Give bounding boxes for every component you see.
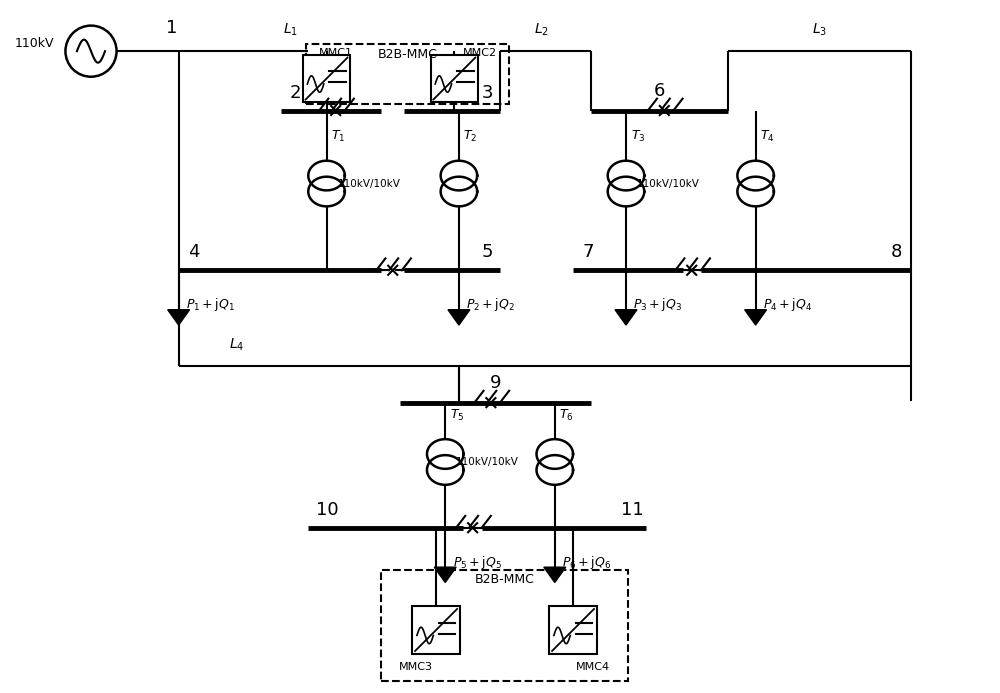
Text: 8: 8 bbox=[891, 243, 902, 261]
Polygon shape bbox=[745, 310, 767, 325]
Text: 2: 2 bbox=[290, 84, 302, 102]
Text: $P_1 + $j$Q_1$: $P_1 + $j$Q_1$ bbox=[186, 297, 235, 313]
Polygon shape bbox=[168, 310, 190, 325]
Text: $L_2$: $L_2$ bbox=[534, 22, 549, 38]
Bar bbox=[306, 44, 509, 104]
Text: MMC1: MMC1 bbox=[319, 48, 353, 58]
Text: MMC2: MMC2 bbox=[463, 48, 497, 58]
Text: $L_4$: $L_4$ bbox=[229, 337, 244, 353]
Bar bbox=[549, 606, 597, 653]
Text: 6: 6 bbox=[654, 82, 665, 100]
Text: $P_2 + $j$Q_2$: $P_2 + $j$Q_2$ bbox=[466, 297, 515, 313]
Text: MMC3: MMC3 bbox=[399, 662, 433, 672]
Text: MMC4: MMC4 bbox=[576, 662, 610, 672]
Text: $P_4 + $j$Q_4$: $P_4 + $j$Q_4$ bbox=[763, 297, 812, 313]
Text: $T_1$: $T_1$ bbox=[331, 129, 345, 144]
Text: 1: 1 bbox=[166, 19, 177, 37]
Text: $T_5$: $T_5$ bbox=[450, 407, 464, 423]
Text: $L_3$: $L_3$ bbox=[812, 22, 827, 38]
Text: B2B-MMC: B2B-MMC bbox=[475, 573, 535, 586]
Text: 3: 3 bbox=[482, 84, 493, 102]
Text: 10: 10 bbox=[316, 501, 338, 519]
Text: 110kV/10kV: 110kV/10kV bbox=[456, 457, 519, 467]
Bar bbox=[431, 55, 478, 103]
Bar bbox=[303, 55, 350, 103]
Text: $T_3$: $T_3$ bbox=[631, 129, 645, 144]
Text: 110kV: 110kV bbox=[15, 37, 54, 51]
Text: $T_4$: $T_4$ bbox=[760, 129, 775, 144]
Bar bbox=[381, 570, 628, 681]
Text: 110kV/10kV: 110kV/10kV bbox=[337, 179, 400, 188]
Text: $T_6$: $T_6$ bbox=[559, 407, 574, 423]
Polygon shape bbox=[544, 567, 566, 583]
Text: 110kV/10kV: 110kV/10kV bbox=[637, 179, 700, 188]
Polygon shape bbox=[434, 567, 456, 583]
Text: 7: 7 bbox=[582, 243, 594, 261]
Bar bbox=[412, 606, 460, 653]
Text: $P_6 + $j$Q_6$: $P_6 + $j$Q_6$ bbox=[562, 554, 611, 571]
Text: 4: 4 bbox=[188, 243, 199, 261]
Text: 9: 9 bbox=[490, 374, 501, 392]
Polygon shape bbox=[448, 310, 470, 325]
Text: $P_5 + $j$Q_5$: $P_5 + $j$Q_5$ bbox=[453, 554, 501, 571]
Text: $P_3 + $j$Q_3$: $P_3 + $j$Q_3$ bbox=[633, 297, 682, 313]
Text: B2B-MMC: B2B-MMC bbox=[378, 48, 438, 60]
Text: $L_1$: $L_1$ bbox=[283, 22, 298, 38]
Text: $T_2$: $T_2$ bbox=[463, 129, 478, 144]
Text: 11: 11 bbox=[621, 501, 643, 519]
Text: 5: 5 bbox=[482, 243, 493, 261]
Polygon shape bbox=[615, 310, 637, 325]
